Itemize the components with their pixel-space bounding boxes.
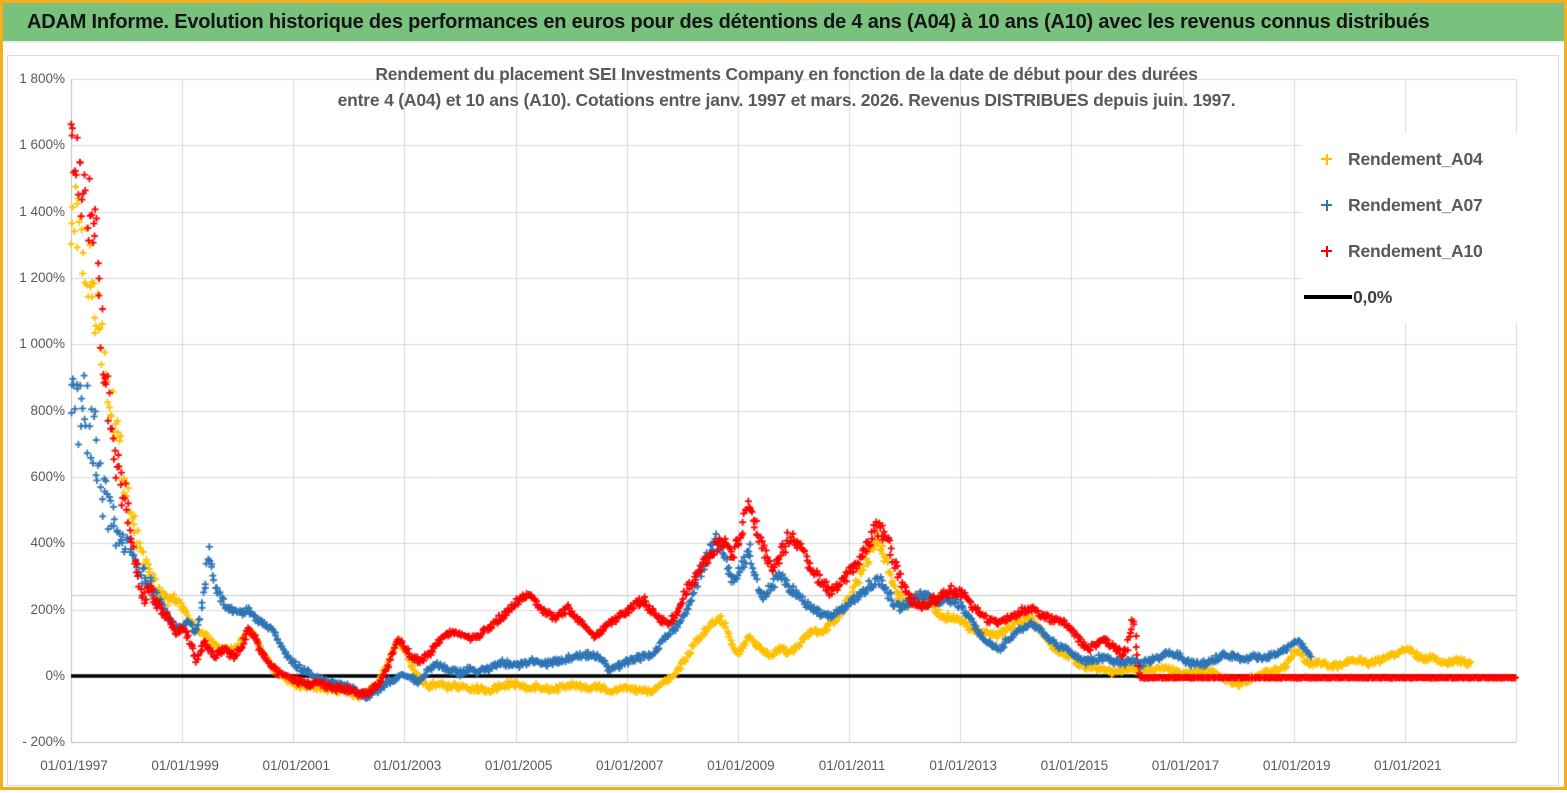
legend-item-rendement-a04: Rendement_A04 <box>1301 136 1519 182</box>
legend-item-zero-line: 0,0% <box>1301 274 1519 320</box>
header-title: ADAM Informe. Evolution historique des p… <box>27 10 1430 33</box>
plus-marker-icon <box>1321 199 1332 211</box>
plus-marker-icon <box>1321 245 1332 257</box>
chart-title-line1: Rendement du placement SEI Investments C… <box>375 64 1198 84</box>
chart-title-line2: entre 4 (A04) et 10 ans (A10). Cotations… <box>337 90 1236 110</box>
legend-label: Rendement_A10 <box>1348 240 1483 261</box>
legend-label: 0,0% <box>1353 286 1393 307</box>
legend-item-rendement-a10: Rendement_A10 <box>1301 228 1519 274</box>
plot-canvas <box>3 3 1567 793</box>
plus-marker-icon <box>1321 153 1332 165</box>
legend: Rendement_A04 Rendement_A07 Rendement_A1… <box>1301 133 1519 323</box>
chart-title: Rendement du placement SEI Investments C… <box>3 61 1567 113</box>
legend-item-rendement-a07: Rendement_A07 <box>1301 182 1519 228</box>
header-bar: ADAM Informe. Evolution historique des p… <box>3 3 1564 43</box>
zero-line-swatch <box>1304 295 1352 299</box>
legend-label: Rendement_A04 <box>1348 148 1483 169</box>
legend-label: Rendement_A07 <box>1348 194 1483 215</box>
